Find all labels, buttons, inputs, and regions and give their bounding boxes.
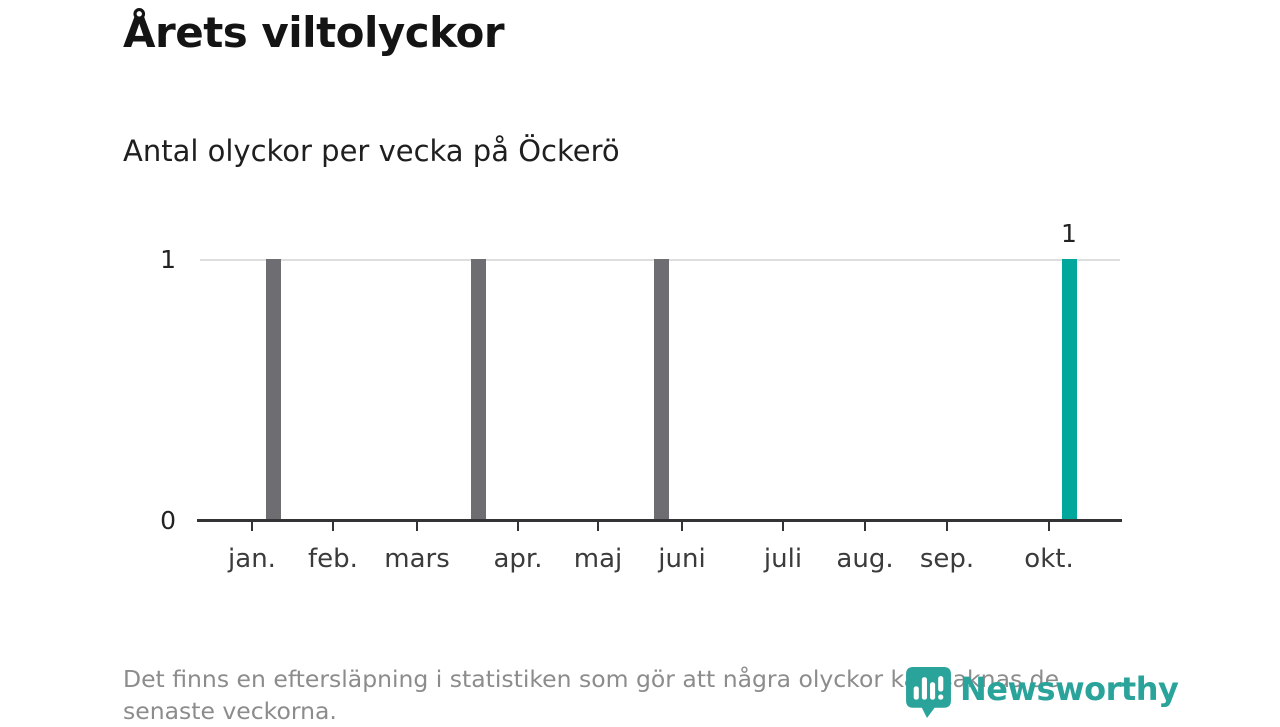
chart-subtitle: Antal olyckor per vecka på Öckerö [123, 134, 620, 168]
chart-title: Årets viltolyckor [123, 8, 505, 57]
x-axis-tick-juni [681, 522, 683, 531]
x-axis-label-aug: aug. [836, 544, 894, 574]
x-axis-tick-jan [251, 522, 253, 531]
x-axis-line [197, 519, 1122, 522]
x-axis-tick-aug [864, 522, 866, 531]
bar-week-1 [265, 259, 281, 519]
bar-value-label: 1 [1061, 219, 1077, 248]
bar-week-4 [1061, 259, 1077, 519]
x-axis-label-okt: okt. [1024, 544, 1074, 574]
x-axis-label-feb: feb. [308, 544, 358, 574]
x-axis-tick-apr [517, 522, 519, 531]
x-axis-tick-juli [782, 522, 784, 531]
x-axis-label-jan: jan. [228, 544, 276, 574]
newsworthy-bubble-barchart-icon [906, 667, 951, 718]
x-axis-label-sep: sep. [919, 544, 975, 574]
newsworthy-wordmark: Newsworthy [960, 670, 1179, 708]
y-axis-tick-label-1: 1 [160, 245, 176, 274]
bar-week-2 [470, 259, 486, 519]
newsworthy-logo: Newsworthy [906, 667, 1179, 718]
y-axis-tick-label-0: 0 [160, 506, 176, 535]
footnote-line-1: Det finns en eftersläpning i statistiken… [123, 665, 1060, 693]
x-axis-tick-okt [1048, 522, 1050, 531]
x-axis-label-mars: mars [384, 544, 450, 574]
x-axis-label-maj: maj [573, 544, 623, 574]
x-axis-tick-maj [597, 522, 599, 531]
x-axis-tick-mars [416, 522, 418, 531]
x-axis-label-juni: juni [658, 544, 706, 574]
x-axis-tick-feb [332, 522, 334, 531]
bar-week-3 [653, 259, 669, 519]
x-axis-label-apr: apr. [493, 544, 543, 574]
x-axis-tick-sep [946, 522, 948, 531]
x-axis-label-juli: juli [763, 544, 803, 574]
